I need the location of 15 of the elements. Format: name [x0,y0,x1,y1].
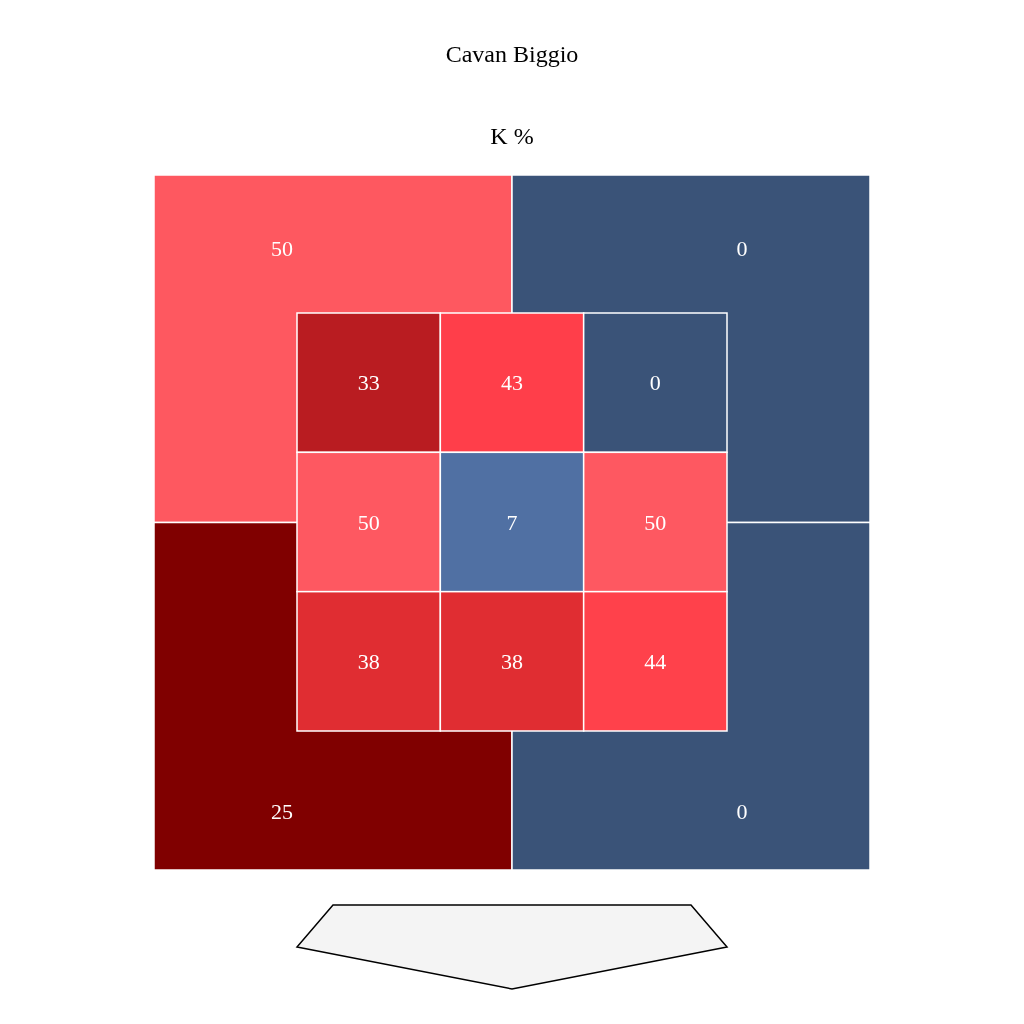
data-label: 50 [271,235,293,261]
data-label: 44 [644,649,667,675]
data-label: 0 [736,799,748,825]
data-label: 43 [501,370,523,396]
data-label: 0 [736,235,748,261]
data-label: 38 [501,649,523,675]
data-label: 33 [357,370,380,396]
data-label: 7 [506,509,518,535]
chart-title: Cavan Biggio [445,41,579,67]
data-label: 0 [649,370,661,396]
data-label: 50 [357,509,380,535]
data-label: 25 [271,799,293,825]
data-label: 50 [644,509,667,535]
data-label: 38 [357,649,380,675]
chart-subtitle: K % [490,123,534,149]
